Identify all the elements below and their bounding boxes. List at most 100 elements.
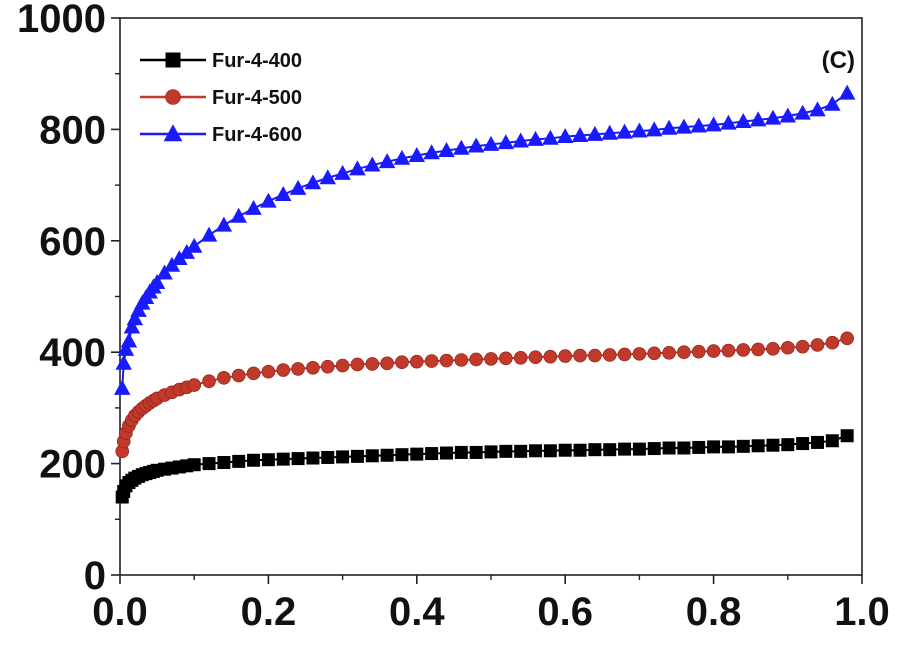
panel-label: (C) [822,47,855,74]
data-point [543,349,558,364]
data-point [824,95,841,111]
data-point [365,449,379,463]
data-point [247,453,261,467]
data-point [364,156,381,172]
data-point [780,340,795,355]
data-point [632,442,646,456]
data-point [825,434,839,448]
legend-item: Fur-4-400 [140,50,302,72]
data-point [439,446,453,460]
data-point [380,356,394,371]
data-point [779,107,797,123]
data-point [306,360,320,375]
legend-marker [165,89,181,105]
data-point [126,310,144,326]
data-point [556,128,574,144]
data-point [321,450,335,464]
data-point [781,438,795,452]
data-point [335,358,350,373]
series-fur-4-400 [115,429,854,504]
data-point [438,142,455,157]
data-point [378,153,396,169]
x-tick-label: 0.8 [686,590,742,634]
data-point [720,114,737,130]
data-point [586,125,604,141]
data-point [766,342,780,356]
data-point [512,132,529,148]
legend-label: Fur-4-600 [212,124,302,146]
data-point [573,348,587,363]
data-point [810,338,825,352]
legend: Fur-4-400 Fur-4-500 Fur-4-600 [140,50,302,146]
y-tick-label: 400 [39,331,106,375]
data-point [573,443,587,457]
series-fur-4-600 [113,84,856,395]
data-point [692,440,706,454]
data-point [677,441,691,455]
data-point [306,451,320,465]
data-point [291,452,305,466]
data-point [484,352,498,366]
data-point [660,119,678,135]
data-point [187,458,201,472]
data-point [647,346,662,361]
data-point [558,443,572,457]
x-axis: 0.0 0.2 0.4 0.6 0.8 1.0 [92,575,890,634]
data-point [246,366,261,381]
data-point [350,449,364,463]
x-tick-label: 1.0 [834,590,890,634]
data-point [215,216,233,232]
data-point [484,445,498,459]
y-tick-label: 800 [39,108,106,152]
data-point [245,199,262,215]
data-point [527,130,544,146]
data-point [677,345,691,360]
data-point [618,442,632,456]
data-point [115,354,132,370]
data-point [230,207,247,223]
data-point [514,444,528,458]
data-point [632,347,647,361]
data-point [320,359,335,374]
data-point [185,237,203,253]
data-point [187,378,201,392]
data-point [454,353,469,367]
data-point [751,342,765,357]
data-point [261,364,276,379]
data-point [601,124,618,140]
data-point [794,104,811,120]
data-point [408,147,426,162]
data-point [156,264,173,280]
data-point [840,331,854,346]
data-point [497,134,515,150]
data-point [766,438,780,452]
data-point [749,111,767,127]
data-point [409,354,424,369]
data-point [691,344,706,359]
data-point [542,129,559,145]
data-point [202,374,216,388]
data-point [336,450,350,464]
data-point [706,344,721,358]
y-tick-label: 1000 [17,0,106,41]
data-point [529,444,543,458]
data-point [558,349,573,363]
data-point [454,445,468,459]
data-point [721,343,736,358]
data-point [217,371,231,385]
y-tick-label: 200 [39,443,106,487]
data-point [631,122,648,138]
data-point [291,362,305,376]
y-tick-label: 0 [84,554,106,598]
series-fur-4-500 [115,331,854,459]
data-point [469,445,483,459]
x-tick-label: 0.4 [389,590,445,634]
data-point [528,350,543,365]
data-point [764,109,782,125]
data-point [571,126,589,142]
data-point [395,355,409,370]
data-point [588,348,602,363]
data-point [838,84,856,100]
